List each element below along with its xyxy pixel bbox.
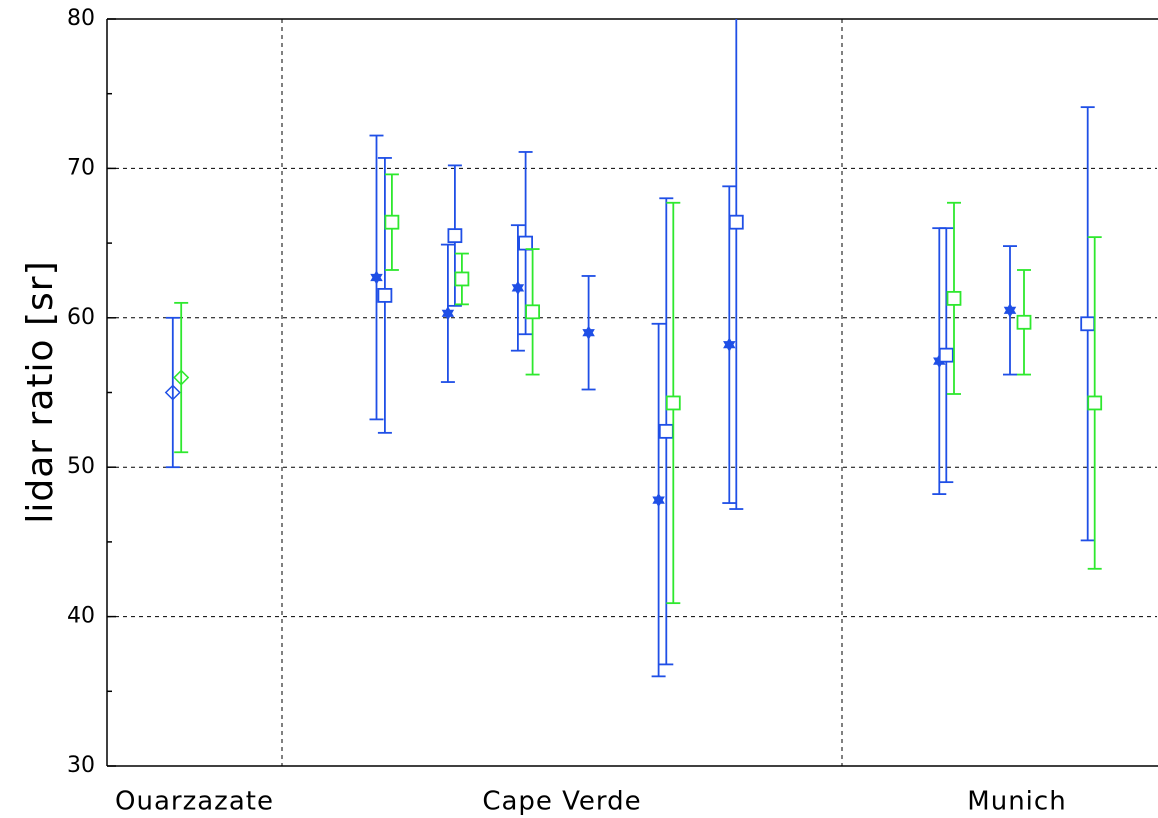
star-marker — [582, 325, 595, 340]
square-marker — [1080, 316, 1096, 332]
square-marker — [658, 423, 674, 439]
y-tick-label: 30 — [67, 753, 95, 778]
y-tick-label: 70 — [67, 155, 95, 180]
y-tick-label: 80 — [67, 6, 95, 31]
diamond-marker — [173, 369, 190, 386]
square-marker — [665, 395, 681, 411]
square-marker — [525, 304, 540, 320]
square-marker — [938, 347, 954, 363]
star-marker — [441, 306, 455, 321]
star-marker — [652, 492, 665, 508]
square-marker — [447, 228, 463, 244]
x-tick-label: Cape Verde — [482, 787, 641, 817]
star-marker — [370, 270, 383, 285]
x-tick-label: Munich — [967, 787, 1066, 817]
y-tick-label: 40 — [67, 604, 95, 629]
square-marker — [384, 214, 400, 230]
square-marker — [1087, 395, 1103, 411]
y-tick-label: 60 — [67, 305, 95, 330]
star-marker — [1003, 303, 1017, 318]
square-marker — [518, 235, 533, 251]
plot-area — [164, 19, 1103, 678]
square-marker — [377, 287, 393, 303]
y-axis-label: lidar ratio [sr] — [20, 260, 61, 523]
x-tick-label: Ouarzazate — [115, 787, 274, 817]
star-marker — [511, 280, 525, 296]
square-marker — [454, 271, 470, 287]
square-marker — [728, 214, 744, 230]
y-tick-label: 50 — [67, 454, 95, 479]
square-marker — [946, 290, 962, 306]
diamond-marker — [164, 384, 181, 401]
square-marker — [1016, 314, 1032, 330]
star-marker — [723, 337, 736, 352]
